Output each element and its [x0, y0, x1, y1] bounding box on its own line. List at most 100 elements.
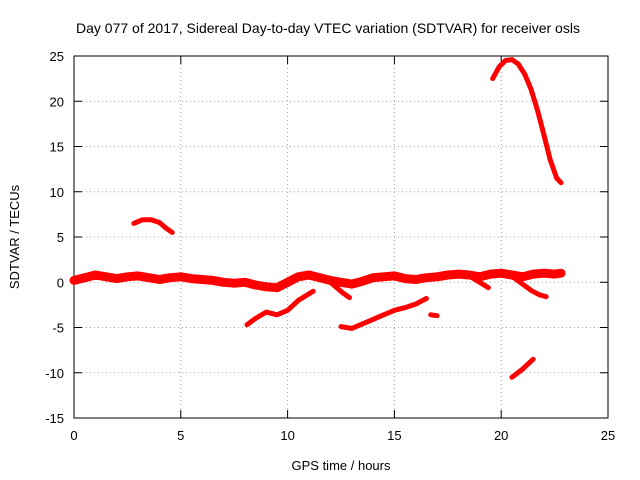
data-point [520, 366, 525, 372]
data-point [558, 180, 564, 185]
data-point [503, 271, 508, 276]
data-point [543, 294, 549, 299]
data-point [528, 288, 534, 293]
data-point [537, 292, 542, 298]
x-tick-label: 0 [70, 428, 77, 443]
y-axis-label: SDTVAR / TECUs [7, 184, 22, 289]
data-point [488, 271, 493, 277]
data-series [69, 57, 566, 380]
data-point [554, 176, 559, 181]
y-tick-label: -10 [45, 366, 64, 381]
data-point [306, 272, 312, 278]
data-point [445, 272, 450, 278]
data-point [456, 271, 461, 277]
data-point [402, 276, 408, 281]
x-tick-label: 5 [177, 428, 184, 443]
data-point [340, 290, 346, 296]
data-point [326, 278, 331, 283]
data-point [503, 58, 508, 63]
data-point [125, 274, 130, 279]
data-point [200, 277, 205, 282]
data-point [338, 280, 344, 285]
data-point [402, 305, 408, 310]
x-tick-label: 25 [601, 428, 615, 443]
data-point [535, 108, 540, 113]
data-point [148, 217, 154, 222]
data-point [370, 317, 376, 322]
data-point [170, 230, 175, 235]
chart-title: Day 077 of 2017, Sidereal Day-to-day VTE… [76, 20, 580, 36]
axis-ticks: 0 5 10 15 20 25 -15 -10 -5 0 5 10 15 20 25 [45, 49, 615, 443]
x-axis-label: GPS time / hours [292, 458, 391, 473]
y-tick-label: -15 [45, 411, 64, 426]
data-point [274, 285, 280, 290]
y-tick-label: -5 [52, 321, 64, 336]
data-point [264, 309, 269, 315]
data-point [157, 277, 162, 282]
data-point [232, 281, 237, 286]
data-point [548, 157, 553, 163]
data-point [71, 278, 77, 283]
data-point [103, 274, 109, 279]
data-point [520, 274, 525, 279]
y-tick-label: 5 [57, 230, 64, 245]
data-point [264, 284, 269, 289]
data-point [360, 279, 365, 284]
data-point [552, 271, 557, 277]
data-point [140, 217, 145, 222]
y-tick-label: 15 [50, 140, 64, 155]
data-point [360, 321, 365, 327]
data-point [531, 271, 536, 277]
data-point [135, 273, 141, 279]
data-point [541, 132, 547, 137]
data-point [496, 64, 502, 70]
data-point [274, 312, 280, 317]
data-point [338, 324, 344, 329]
data-point [178, 274, 183, 279]
data-point [146, 275, 151, 280]
data-point [131, 221, 136, 226]
data-point [413, 277, 418, 282]
data-point [428, 312, 433, 317]
series-arc-high [490, 57, 564, 186]
data-point [285, 280, 290, 285]
y-tick-label: 0 [57, 275, 64, 290]
data-point [253, 316, 258, 321]
data-point [499, 271, 504, 276]
x-tick-label: 15 [387, 428, 401, 443]
y-tick-label: 20 [50, 94, 64, 109]
data-point [114, 276, 119, 281]
data-point [381, 312, 386, 317]
data-point [434, 274, 440, 279]
data-point [244, 322, 250, 327]
data-point [522, 71, 527, 77]
y-tick-label: 25 [50, 49, 64, 64]
series-branch-dip-12h [325, 277, 352, 301]
data-point [424, 296, 429, 301]
data-point [163, 225, 168, 231]
data-point [349, 326, 354, 331]
x-tick-label: 10 [280, 428, 294, 443]
data-point [477, 280, 482, 285]
data-point [392, 308, 397, 313]
data-point [392, 273, 397, 279]
data-point [347, 295, 352, 300]
data-point [82, 275, 87, 280]
data-point [332, 283, 337, 289]
data-point [558, 271, 564, 276]
data-point [349, 281, 354, 287]
data-point [520, 281, 525, 287]
data-point [242, 280, 248, 285]
data-point [253, 282, 258, 288]
data-point [285, 308, 290, 313]
data-point [486, 285, 491, 290]
x-tick-label: 20 [494, 428, 508, 443]
data-point [424, 275, 429, 280]
data-point [413, 301, 418, 307]
data-point [511, 275, 517, 280]
data-point [189, 276, 194, 281]
data-point [210, 278, 215, 283]
data-point [541, 271, 547, 276]
data-point [296, 298, 301, 303]
